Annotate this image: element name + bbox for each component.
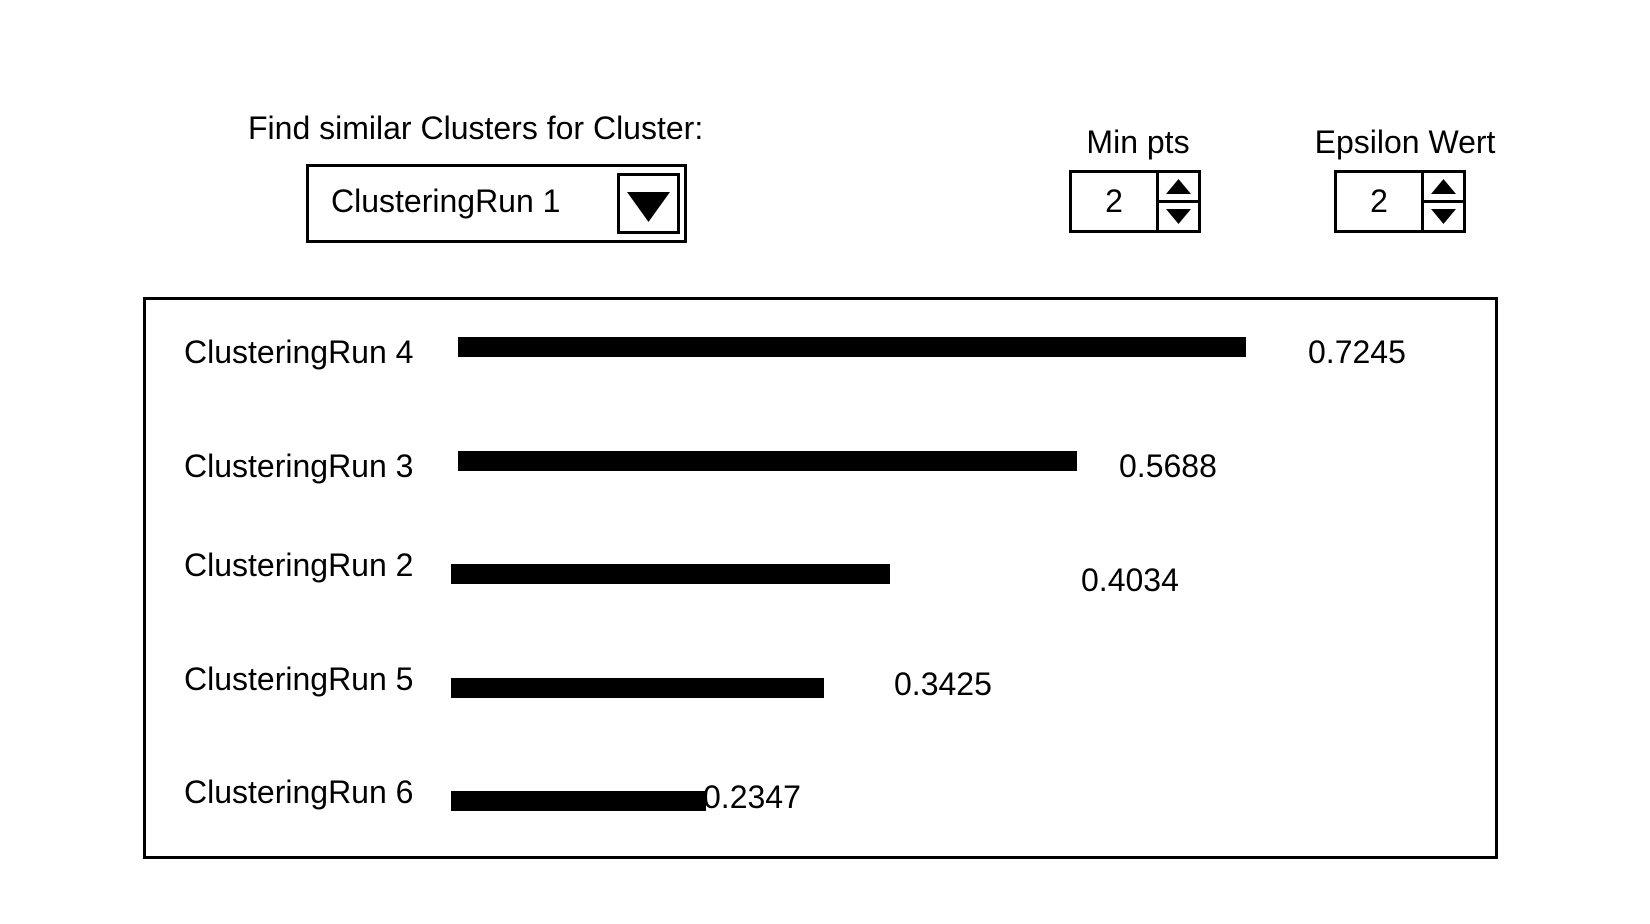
cluster-select[interactable]: ClusteringRun 1 <box>306 164 687 243</box>
min-pts-label: Min pts <box>1086 124 1190 160</box>
triangle-down-icon <box>1166 209 1191 224</box>
triangle-down-icon <box>627 192 670 222</box>
spinner-divider <box>1156 173 1159 230</box>
result-row-label: ClusteringRun 3 <box>184 448 414 484</box>
spinner-divider <box>1424 200 1463 203</box>
similarity-bar <box>451 678 824 698</box>
min-pts-spinner[interactable]: 2 <box>1069 170 1201 233</box>
result-row-label: ClusteringRun 5 <box>184 661 414 697</box>
triangle-up-icon <box>1166 179 1191 194</box>
similarity-score: 0.7245 <box>1308 334 1406 370</box>
min-pts-increment-button[interactable] <box>1159 173 1198 200</box>
min-pts-decrement-button[interactable] <box>1159 203 1198 230</box>
spinner-divider <box>1421 173 1424 230</box>
similarity-bar <box>458 337 1246 357</box>
epsilon-increment-button[interactable] <box>1424 173 1463 200</box>
cluster-select-value: ClusteringRun 1 <box>331 183 561 219</box>
similarity-bar <box>451 564 890 584</box>
similarity-results-panel: ClusteringRun 4 0.7245 ClusteringRun 3 0… <box>143 297 1498 859</box>
epsilon-value[interactable]: 2 <box>1370 183 1388 219</box>
similarity-score: 0.5688 <box>1119 448 1217 484</box>
result-row-label: ClusteringRun 4 <box>184 334 414 370</box>
triangle-up-icon <box>1431 179 1456 194</box>
min-pts-value[interactable]: 2 <box>1105 183 1123 219</box>
epsilon-label: Epsilon Wert <box>1314 124 1496 160</box>
similarity-score: 0.4034 <box>1081 562 1179 598</box>
epsilon-spinner[interactable]: 2 <box>1334 170 1466 233</box>
similarity-score: 0.3425 <box>894 666 992 702</box>
similarity-score: 0.2347 <box>703 779 801 815</box>
result-row-label: ClusteringRun 2 <box>184 547 414 583</box>
triangle-down-icon <box>1431 209 1456 224</box>
spinner-divider <box>1159 200 1198 203</box>
dropdown-button[interactable] <box>617 173 680 234</box>
similarity-bar <box>458 451 1077 471</box>
epsilon-decrement-button[interactable] <box>1424 203 1463 230</box>
result-row-label: ClusteringRun 6 <box>184 774 414 810</box>
find-similar-label: Find similar Clusters for Cluster: <box>248 110 704 146</box>
similarity-bar <box>451 791 706 811</box>
